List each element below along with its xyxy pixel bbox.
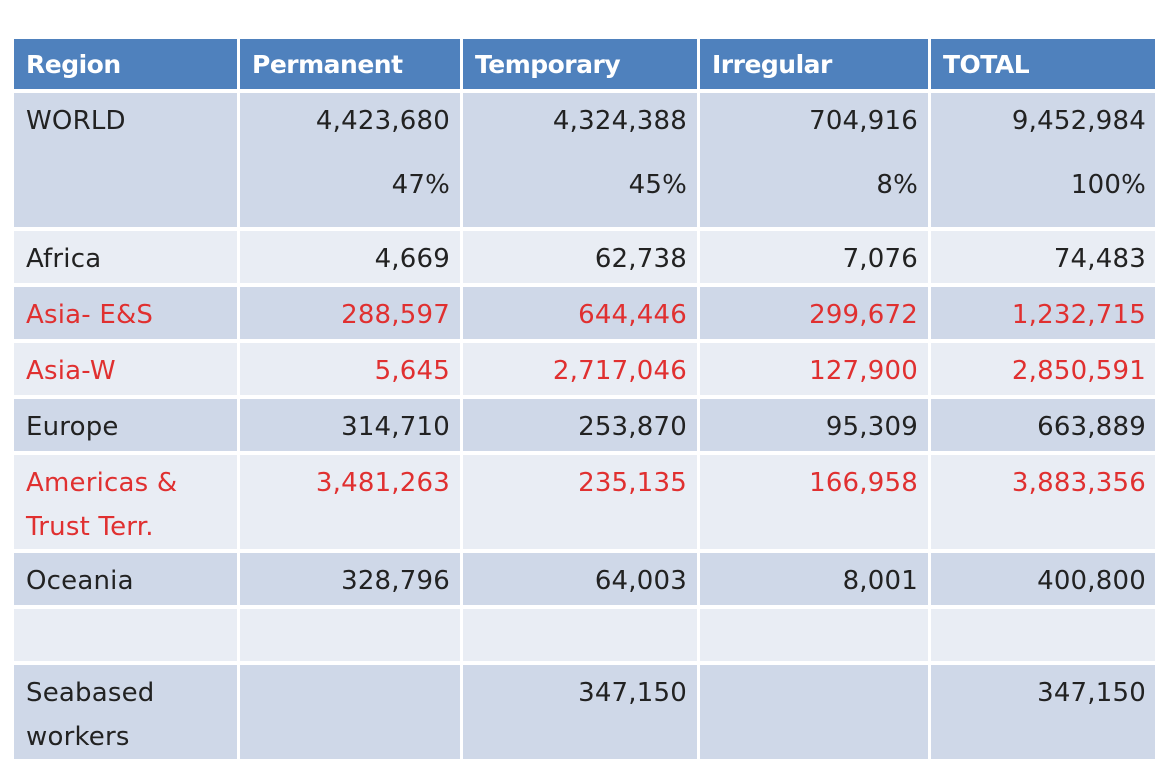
value-text: 95,309 bbox=[825, 412, 918, 442]
col-header-region: Region bbox=[14, 39, 237, 89]
value-text: 2,850,591 bbox=[1011, 356, 1146, 386]
region-cell: Asia- E&S bbox=[14, 287, 237, 339]
value-cell: 253,870 bbox=[463, 399, 697, 451]
value-text: 3,481,263 bbox=[315, 468, 450, 498]
value-text: 328,796 bbox=[341, 566, 450, 596]
region-cell: Africa bbox=[14, 231, 237, 283]
value-cell: 4,423,680 47% bbox=[240, 93, 460, 227]
table-body: WORLD 4,423,680 47% 4,324,388 45% 704,916 8% 9,… bbox=[14, 93, 1155, 759]
value-cell bbox=[700, 665, 928, 759]
value-cell: 347,150 bbox=[463, 665, 697, 759]
value-text: 9,452,984 bbox=[1011, 106, 1146, 136]
value-text: 314,710 bbox=[341, 412, 450, 442]
col-header-temporary: Temporary bbox=[463, 39, 697, 89]
value-text: 299,672 bbox=[809, 300, 918, 330]
value-cell: 400,800 bbox=[931, 553, 1155, 605]
value-text: 62,738 bbox=[594, 244, 687, 274]
value-text: 8,001 bbox=[842, 566, 918, 596]
value-cell: 5,645 bbox=[240, 343, 460, 395]
value-cell: 299,672 bbox=[700, 287, 928, 339]
value-cell: 127,900 bbox=[700, 343, 928, 395]
value-cell bbox=[240, 609, 460, 661]
value-cell: 3,883,356 bbox=[931, 455, 1155, 549]
share-text: 100% bbox=[1070, 170, 1146, 200]
value-cell: 62,738 bbox=[463, 231, 697, 283]
value-cell: 644,446 bbox=[463, 287, 697, 339]
value-text: 663,889 bbox=[1037, 412, 1146, 442]
value-text: 400,800 bbox=[1037, 566, 1146, 596]
value-cell: 235,135 bbox=[463, 455, 697, 549]
region-cell: WORLD bbox=[14, 93, 237, 227]
value-cell: 663,889 bbox=[931, 399, 1155, 451]
value-text: 253,870 bbox=[578, 412, 687, 442]
value-text: 644,446 bbox=[578, 300, 687, 330]
value-cell: 9,452,984 100% bbox=[931, 93, 1155, 227]
value-text: 347,150 bbox=[1037, 678, 1146, 708]
value-text: 2,717,046 bbox=[552, 356, 687, 386]
region-cell: Europe bbox=[14, 399, 237, 451]
value-cell bbox=[463, 609, 697, 661]
value-text: 4,669 bbox=[374, 244, 450, 274]
share-text: 45% bbox=[628, 170, 687, 200]
value-cell: 95,309 bbox=[700, 399, 928, 451]
value-cell: 347,150 bbox=[931, 665, 1155, 759]
col-header-irregular: Irregular bbox=[700, 39, 928, 89]
table-row: Americas & Trust Terr. 3,481,263 235,135 16… bbox=[14, 455, 1155, 549]
value-cell: 7,076 bbox=[700, 231, 928, 283]
region-cell: Seabased workers bbox=[14, 665, 237, 759]
value-text: 4,423,680 bbox=[315, 106, 450, 136]
table-row: Asia- E&S 288,597 644,446 299,672 1,232,715 bbox=[14, 287, 1155, 339]
table-row: Europe 314,710 253,870 95,309 663,889 bbox=[14, 399, 1155, 451]
value-cell: 328,796 bbox=[240, 553, 460, 605]
value-text: 74,483 bbox=[1053, 244, 1146, 274]
value-cell bbox=[700, 609, 928, 661]
table-row: Oceania 328,796 64,003 8,001 400,800 bbox=[14, 553, 1155, 605]
col-header-total: TOTAL bbox=[931, 39, 1155, 89]
value-cell: 1,232,715 bbox=[931, 287, 1155, 339]
value-cell: 166,958 bbox=[700, 455, 928, 549]
value-cell: 64,003 bbox=[463, 553, 697, 605]
value-cell: 3,481,263 bbox=[240, 455, 460, 549]
table-row: WORLD 4,423,680 47% 4,324,388 45% 704,916 8% 9,… bbox=[14, 93, 1155, 227]
value-text: 235,135 bbox=[578, 468, 687, 498]
value-cell: 2,717,046 bbox=[463, 343, 697, 395]
value-text: 64,003 bbox=[594, 566, 687, 596]
table-row bbox=[14, 609, 1155, 661]
value-cell bbox=[240, 665, 460, 759]
value-text: 347,150 bbox=[578, 678, 687, 708]
value-cell: 704,916 8% bbox=[700, 93, 928, 227]
value-text: 1,232,715 bbox=[1011, 300, 1146, 330]
table-row: Asia-W 5,645 2,717,046 127,900 2,850,591 bbox=[14, 343, 1155, 395]
region-cell: Americas & Trust Terr. bbox=[14, 455, 237, 549]
value-text: 5,645 bbox=[374, 356, 450, 386]
table-row: Africa 4,669 62,738 7,076 74,483 bbox=[14, 231, 1155, 283]
value-cell bbox=[931, 609, 1155, 661]
value-text: 127,900 bbox=[809, 356, 918, 386]
value-cell: 8,001 bbox=[700, 553, 928, 605]
migration-table: Region Permanent Temporary Irregular TOT… bbox=[11, 35, 1155, 763]
value-cell: 74,483 bbox=[931, 231, 1155, 283]
share-text: 8% bbox=[876, 170, 918, 200]
table-row: Seabased workers 347,150 347,150 bbox=[14, 665, 1155, 759]
value-text: 4,324,388 bbox=[552, 106, 687, 136]
region-cell: Asia-W bbox=[14, 343, 237, 395]
value-text: 7,076 bbox=[842, 244, 918, 274]
value-text: 704,916 bbox=[809, 106, 918, 136]
share-text: 47% bbox=[391, 170, 450, 200]
col-header-permanent: Permanent bbox=[240, 39, 460, 89]
value-cell: 4,669 bbox=[240, 231, 460, 283]
region-cell: Oceania bbox=[14, 553, 237, 605]
value-cell: 314,710 bbox=[240, 399, 460, 451]
value-text: 3,883,356 bbox=[1011, 468, 1146, 498]
region-cell bbox=[14, 609, 237, 661]
value-cell: 4,324,388 45% bbox=[463, 93, 697, 227]
value-text: 288,597 bbox=[341, 300, 450, 330]
value-text: 166,958 bbox=[809, 468, 918, 498]
header-row: Region Permanent Temporary Irregular TOT… bbox=[14, 39, 1155, 89]
value-cell: 288,597 bbox=[240, 287, 460, 339]
value-cell: 2,850,591 bbox=[931, 343, 1155, 395]
